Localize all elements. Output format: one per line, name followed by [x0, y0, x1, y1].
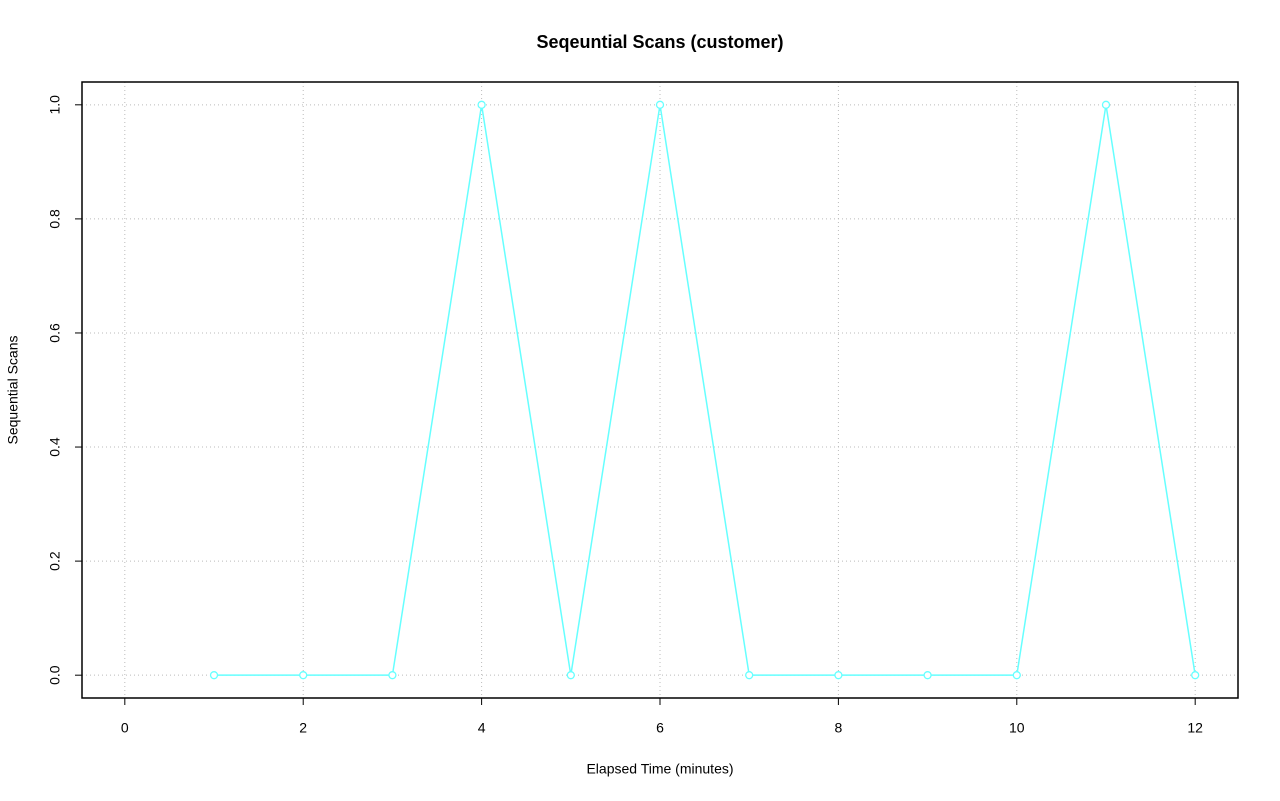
- data-point: [1012, 671, 1021, 680]
- y-tick-label: 0.6: [47, 323, 63, 343]
- y-tick-label: 0.4: [47, 437, 63, 457]
- chart-title: Seqeuntial Scans (customer): [536, 32, 783, 52]
- x-tick-label: 4: [478, 720, 486, 736]
- x-tick-label: 0: [121, 720, 129, 736]
- data-point: [566, 671, 575, 680]
- plot-frame: [81, 81, 1239, 699]
- x-tick-label: 6: [656, 720, 664, 736]
- x-tick-label: 8: [834, 720, 842, 736]
- x-axis-title: Elapsed Time (minutes): [586, 761, 733, 777]
- data-point: [923, 671, 932, 680]
- y-tick-label: 0.0: [47, 665, 63, 685]
- x-tick-label: 12: [1187, 720, 1203, 736]
- x-tick-label: 10: [1009, 720, 1025, 736]
- data-point: [745, 671, 754, 680]
- data-point: [1101, 100, 1111, 109]
- data-point: [477, 100, 486, 109]
- y-tick-label: 1.0: [47, 95, 63, 115]
- data-point: [655, 100, 665, 109]
- y-axis-title: Sequential Scans: [5, 336, 21, 445]
- data-point: [834, 671, 843, 680]
- x-tick-label: 2: [299, 720, 307, 736]
- data-point: [299, 671, 308, 680]
- y-tick-label: 0.8: [47, 209, 63, 229]
- data-line: [214, 104, 1196, 676]
- data-point: [1191, 671, 1200, 680]
- data-point: [388, 671, 397, 680]
- y-tick-label: 0.2: [47, 551, 63, 571]
- data-point: [209, 671, 219, 680]
